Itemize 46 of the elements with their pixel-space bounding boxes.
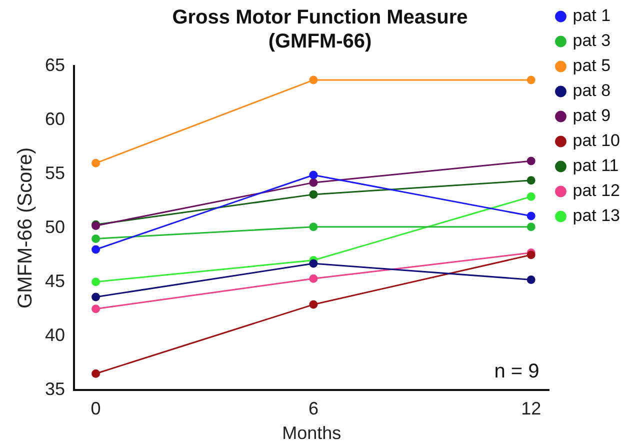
point	[526, 222, 536, 232]
annotation: n = 9	[494, 360, 540, 382]
point	[309, 300, 318, 309]
point	[309, 190, 318, 199]
point	[309, 222, 318, 232]
legend-label: pat 1	[572, 6, 611, 26]
point	[309, 274, 318, 283]
y-tick-label: 65	[44, 54, 66, 75]
point	[526, 76, 536, 84]
legend-label: pat 12	[572, 181, 620, 200]
legend-label: pat 9	[572, 106, 611, 126]
legend-label: pat 5	[572, 56, 611, 76]
y-tick-label: 60	[44, 108, 66, 129]
point	[309, 178, 318, 187]
point	[309, 259, 318, 268]
y-tick-label: 55	[44, 162, 66, 183]
x-tick-label: 6	[308, 398, 318, 419]
point	[309, 76, 318, 84]
point	[309, 170, 318, 180]
x-tick-label: 12	[521, 398, 542, 419]
x-axis-title: Months	[282, 423, 342, 444]
x-tick-label: 0	[90, 398, 101, 419]
legend-label: pat 11	[572, 156, 619, 176]
legend-label: pat 8	[572, 81, 611, 100]
legend-label: pat 10	[572, 131, 620, 150]
y-tick-label: 50	[44, 216, 66, 237]
legend-label: pat 13	[572, 206, 620, 226]
chart-title: Gross Motor Function Measure (GMFM-66)	[172, 6, 468, 53]
y-tick-label: 40	[44, 324, 66, 345]
point	[526, 192, 536, 201]
point	[92, 234, 100, 243]
point	[526, 156, 536, 166]
y-tick-label: 35	[44, 378, 66, 399]
point	[92, 158, 100, 168]
point	[526, 212, 536, 220]
point	[92, 304, 100, 314]
point	[92, 278, 100, 286]
point	[526, 176, 536, 185]
point	[92, 292, 100, 302]
point	[526, 250, 536, 260]
y-tick-label: 45	[44, 270, 66, 291]
point	[92, 245, 100, 254]
legend-label: pat 3	[572, 31, 611, 50]
point	[526, 275, 536, 284]
y-axis-title: GMFM-66 (Score)	[14, 147, 37, 308]
point	[92, 369, 100, 378]
